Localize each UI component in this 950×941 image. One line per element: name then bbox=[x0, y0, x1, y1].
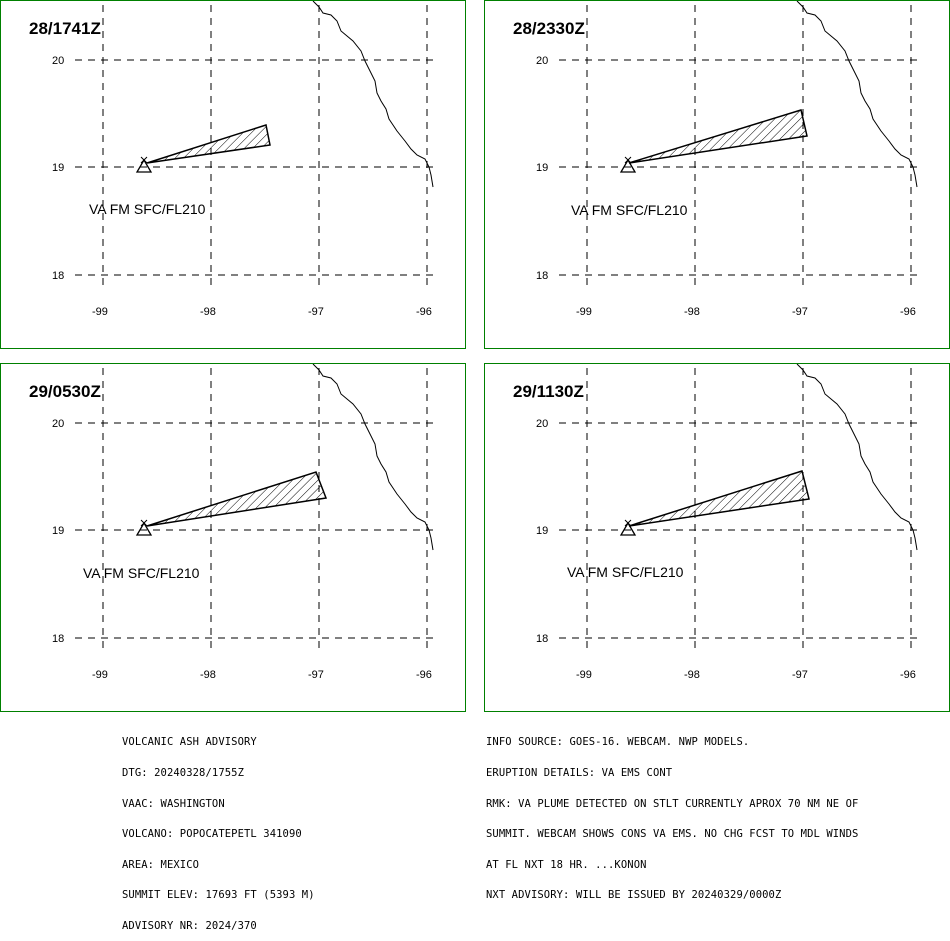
map-panel-4: -99 -98 -97 -96 20 19 18 29/1130Z VA FM SFC/FL… bbox=[484, 363, 950, 712]
longitude-label: -99 bbox=[92, 669, 108, 681]
volcano-marker-icon bbox=[624, 519, 632, 527]
latitude-label: 20 bbox=[52, 418, 64, 430]
longitude-label: -97 bbox=[308, 306, 324, 318]
advisory-line: SUMMIT ELEV: 17693 FT (5393 M) bbox=[122, 889, 315, 902]
advisory-line: ADVISORY NR: 2024/370 bbox=[122, 920, 257, 933]
panel-4-time: 29/1130Z bbox=[513, 382, 584, 401]
latitude-label: 19 bbox=[536, 162, 548, 174]
volcano-marker-icon bbox=[624, 156, 632, 164]
latitude-label: 20 bbox=[536, 418, 548, 430]
longitude-label: -99 bbox=[576, 669, 592, 681]
ash-plume-polygon bbox=[628, 109, 808, 164]
advisory-line: DTG: 20240328/1755Z bbox=[122, 767, 245, 780]
panel-2-level-label: VA FM SFC/FL210 bbox=[571, 202, 688, 218]
advisory-line: VOLCANO: POPOCATEPETL 341090 bbox=[122, 828, 302, 841]
longitude-label: -98 bbox=[684, 669, 700, 681]
coastline bbox=[796, 364, 918, 551]
longitude-label: -99 bbox=[92, 306, 108, 318]
longitude-label: -96 bbox=[416, 306, 432, 318]
longitude-label: -99 bbox=[576, 306, 592, 318]
info-line: RMK: VA PLUME DETECTED ON STLT CURRENTLY… bbox=[486, 797, 859, 810]
latitude-label: 18 bbox=[52, 633, 64, 645]
volcano-marker-icon bbox=[140, 156, 148, 164]
longitude-label: -98 bbox=[200, 669, 216, 681]
advisory-text-block: VOLCANIC ASH ADVISORY DTG: 20240328/1755… bbox=[122, 717, 315, 941]
coastline bbox=[312, 1, 434, 188]
ash-plume-polygon bbox=[146, 124, 271, 164]
coastline bbox=[312, 364, 434, 551]
info-text-block: INFO SOURCE: GOES-16. WEBCAM. NWP MODELS… bbox=[486, 717, 858, 911]
panel-4-level-label: VA FM SFC/FL210 bbox=[567, 564, 684, 580]
advisory-line: VAAC: WASHINGTON bbox=[122, 797, 225, 810]
latitude-label: 20 bbox=[536, 55, 548, 67]
panel-3-level-label: VA FM SFC/FL210 bbox=[83, 565, 200, 581]
longitude-label: -97 bbox=[792, 306, 808, 318]
longitude-label: -97 bbox=[792, 669, 808, 681]
ash-plume-polygon bbox=[146, 471, 328, 527]
latitude-label: 20 bbox=[52, 55, 64, 67]
info-line: NXT ADVISORY: WILL BE ISSUED BY 20240329… bbox=[486, 889, 782, 902]
latitude-label: 19 bbox=[536, 525, 548, 537]
volcano-icon bbox=[135, 158, 153, 173]
ash-plume-polygon bbox=[628, 470, 810, 527]
longitude-label: -98 bbox=[684, 306, 700, 318]
info-line: SUMMIT. WEBCAM SHOWS CONS VA EMS. NO CHG… bbox=[486, 828, 859, 841]
longitude-label: -97 bbox=[308, 669, 324, 681]
panel-1-time: 28/1741Z bbox=[29, 19, 101, 38]
info-line: AT FL NXT 18 HR. ...KONON bbox=[486, 858, 647, 871]
volcano-icon bbox=[619, 158, 637, 173]
map-panel-3: -99 -98 -97 -96 20 19 18 29/0530Z VA FM SFC/FL… bbox=[0, 363, 466, 712]
panel-1-level-label: VA FM SFC/FL210 bbox=[89, 201, 206, 217]
volcano-icon bbox=[619, 521, 637, 536]
panel-2-time: 28/2330Z bbox=[513, 19, 585, 38]
map-panel-3-graphic: -99 -98 -97 -96 20 19 18 bbox=[52, 364, 435, 681]
info-line: ERUPTION DETAILS: VA EMS CONT bbox=[486, 767, 673, 780]
map-panel-1-graphic: -99 -98 -97 -96 20 19 18 bbox=[52, 1, 435, 318]
map-panel-4-graphic: -99 -98 -97 -96 20 19 18 bbox=[536, 364, 919, 681]
map-panel-2-graphic: -99 -98 -97 -96 20 19 18 bbox=[536, 1, 919, 318]
longitude-label: -96 bbox=[416, 669, 432, 681]
latitude-label: 19 bbox=[52, 162, 64, 174]
longitude-label: -98 bbox=[200, 306, 216, 318]
coastline bbox=[796, 1, 918, 188]
latitude-label: 18 bbox=[536, 633, 548, 645]
latitude-label: 19 bbox=[52, 525, 64, 537]
panel-3-time: 29/0530Z bbox=[29, 382, 101, 401]
map-panel-2: -99 -98 -97 -96 20 19 18 28/2330Z VA FM SFC/FL… bbox=[484, 0, 950, 349]
volcano-icon bbox=[135, 521, 153, 536]
info-line: INFO SOURCE: GOES-16. WEBCAM. NWP MODELS… bbox=[486, 736, 750, 749]
longitude-label: -96 bbox=[900, 306, 916, 318]
latitude-label: 18 bbox=[536, 270, 548, 282]
volcano-marker-icon bbox=[140, 519, 148, 527]
map-panel-1: -99 -98 -97 -96 20 19 18 28/1741Z VA FM SFC/FL… bbox=[0, 0, 466, 349]
latitude-label: 18 bbox=[52, 270, 64, 282]
longitude-label: -96 bbox=[900, 669, 916, 681]
advisory-line: AREA: MEXICO bbox=[122, 858, 200, 871]
advisory-line: VOLCANIC ASH ADVISORY bbox=[122, 736, 257, 749]
